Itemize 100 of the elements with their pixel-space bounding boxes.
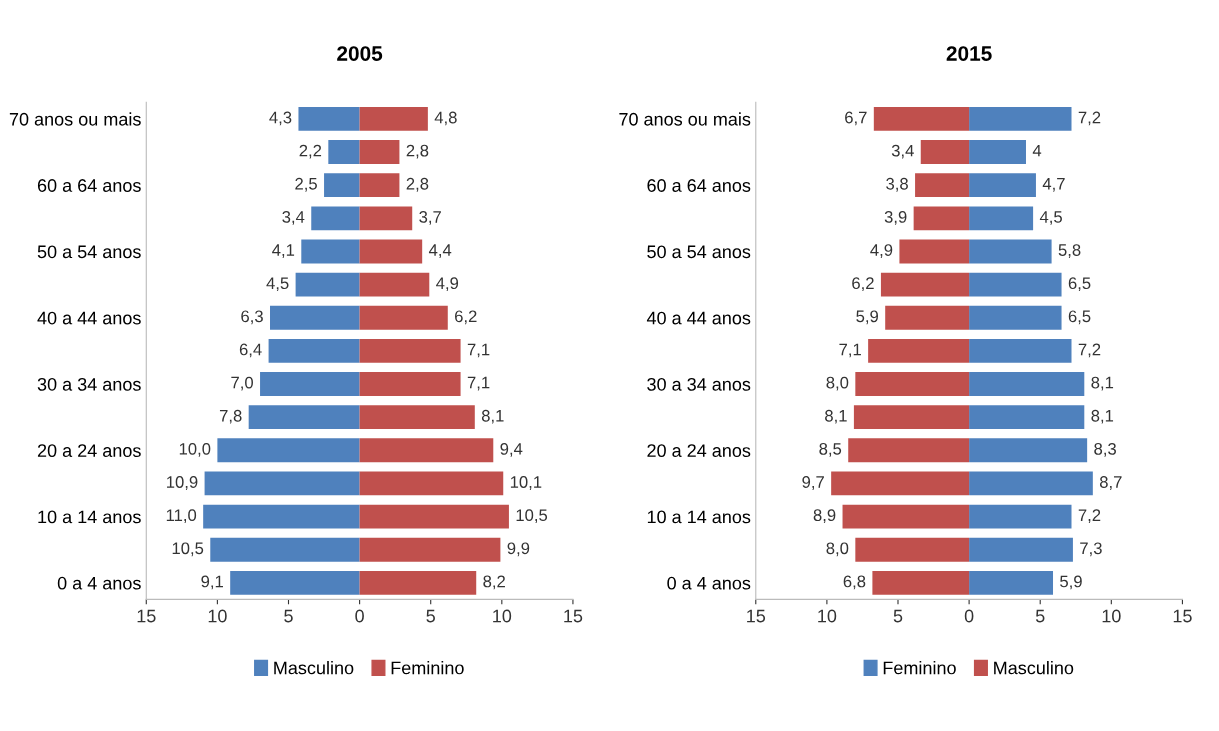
data-label: 7,2 [1078, 343, 1101, 358]
y-tick-label: 20 a 24 anos [647, 444, 751, 458]
chart-title: 2005 [337, 46, 383, 61]
data-label: 3,8 [886, 177, 908, 192]
bar [873, 106, 970, 131]
bar [230, 570, 360, 595]
bar [853, 405, 970, 430]
data-label: 2,5 [295, 177, 317, 192]
x-tick-label: 15 [1173, 609, 1192, 623]
y-tick-label: 20 a 24 anos [37, 444, 141, 458]
y-tick-label: 0 a 4 anos [57, 576, 141, 590]
y-tick-label: 30 a 34 anos [647, 377, 751, 391]
bar [969, 405, 1085, 430]
data-label: 6,5 [1068, 277, 1091, 292]
data-label: 6,5 [1068, 310, 1091, 325]
data-label: 4,9 [436, 277, 459, 292]
bar [848, 438, 970, 463]
y-tick-label: 40 a 44 anos [37, 311, 141, 325]
bar [359, 140, 400, 164]
x-tick-label: 15 [747, 609, 766, 623]
data-label: 8,0 [826, 376, 849, 391]
bar [915, 173, 970, 198]
y-tick-label: 10 a 14 anos [647, 510, 751, 524]
bar [969, 372, 1085, 396]
bar [868, 338, 970, 363]
bar [270, 305, 360, 330]
bar [324, 173, 360, 198]
bar [359, 106, 428, 131]
bar [359, 173, 400, 198]
data-label: 4,1 [272, 244, 295, 258]
data-label: 3,7 [419, 211, 441, 225]
bar [969, 239, 1052, 264]
bar [311, 206, 360, 231]
bar [969, 173, 1036, 198]
legend-label: Feminino [391, 661, 464, 675]
x-tick-label: 0 [355, 609, 364, 623]
bar [359, 272, 430, 297]
bar [920, 140, 970, 164]
data-label: 4,7 [1042, 178, 1065, 192]
data-label: 10,0 [179, 442, 211, 457]
bar [359, 239, 423, 264]
data-label: 3,9 [884, 211, 907, 225]
data-label: 6,4 [239, 343, 262, 358]
data-label: 10,5 [172, 542, 204, 557]
legend-label: Masculino [994, 661, 1074, 675]
bar [295, 272, 360, 297]
y-tick-label: 0 a 4 anos [667, 576, 751, 590]
bar [204, 471, 360, 496]
data-label: 7,2 [1078, 509, 1101, 524]
bar [969, 305, 1062, 330]
bar [969, 570, 1054, 595]
bar [880, 272, 970, 297]
data-label: 9,4 [500, 442, 523, 457]
bar [831, 471, 970, 496]
bar [969, 140, 1026, 164]
bar [969, 438, 1088, 463]
data-label: 8,3 [1094, 442, 1116, 457]
bar [969, 206, 1034, 231]
data-label: 10,5 [516, 509, 548, 524]
bar [359, 206, 413, 231]
data-label: 5,9 [856, 310, 879, 325]
data-label: 7,8 [219, 409, 242, 424]
data-label: 6,3 [241, 310, 263, 325]
data-label: 4,4 [428, 244, 452, 258]
bar [268, 338, 360, 363]
data-label: 8,2 [483, 575, 505, 590]
data-label: 4,3 [269, 111, 292, 126]
data-label: 6,7 [845, 111, 867, 126]
data-label: 7,1 [467, 343, 490, 358]
bar [359, 372, 461, 396]
data-label: 4,5 [1039, 211, 1062, 225]
data-label: 8,9 [813, 509, 836, 524]
data-label: 9,7 [802, 476, 824, 490]
bar [301, 239, 360, 264]
y-tick-label: 70 anos ou mais [9, 112, 141, 126]
data-label: 4 [1032, 144, 1042, 157]
x-tick-label: 15 [137, 609, 156, 623]
x-tick-label: 5 [426, 609, 435, 623]
bar [359, 537, 501, 562]
bar [359, 471, 504, 496]
data-label: 7,1 [467, 376, 490, 391]
bar [969, 471, 1093, 496]
bar [855, 537, 970, 562]
bar [913, 206, 970, 231]
data-label: 9,9 [507, 542, 530, 557]
x-tick-label: 10 [493, 609, 512, 623]
data-label: 7,3 [1080, 542, 1102, 557]
y-tick-label: 60 a 64 anos [37, 179, 141, 192]
chart-title: 2015 [946, 46, 992, 61]
data-label: 4,9 [870, 244, 893, 258]
x-tick-label: 0 [964, 609, 974, 623]
data-label: 5,8 [1058, 244, 1081, 258]
bar [359, 438, 494, 463]
bar [298, 106, 360, 131]
data-label: 8,7 [1099, 476, 1122, 490]
bar [328, 140, 360, 164]
bar [969, 504, 1072, 529]
data-label: 3,4 [891, 144, 914, 159]
data-label: 8,1 [825, 409, 847, 424]
bar [260, 372, 360, 396]
